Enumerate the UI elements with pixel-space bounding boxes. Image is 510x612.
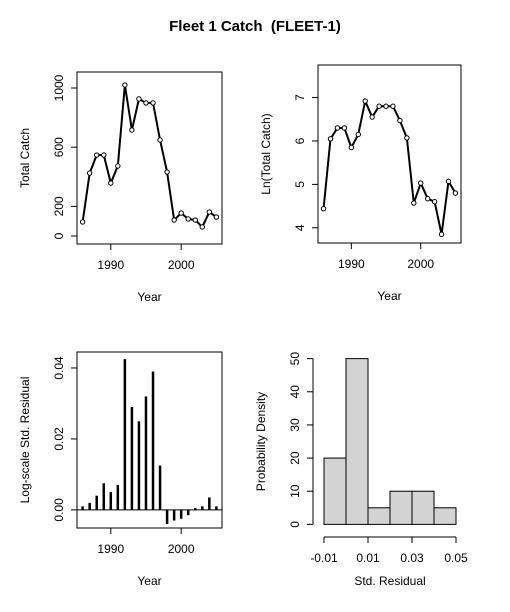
data-point <box>334 125 341 131</box>
y-tick-label: 600 <box>52 137 66 157</box>
data-point <box>397 117 403 124</box>
data-point <box>445 178 452 185</box>
data-point <box>115 163 121 169</box>
y-tick-label: 5 <box>293 181 307 188</box>
x-tick-label: -0.01 <box>310 551 338 565</box>
data-point <box>390 103 396 109</box>
histogram-bar <box>323 457 347 525</box>
data-point <box>199 224 205 230</box>
x-axis-title: Std. Residual <box>354 574 425 588</box>
data-point <box>79 219 86 225</box>
x-axis-title: Year <box>377 289 401 303</box>
histogram-bar <box>389 490 413 525</box>
data-point <box>108 180 114 186</box>
data-point <box>178 210 184 216</box>
y-tick-label: 6 <box>293 137 307 144</box>
x-tick-label: 2000 <box>168 542 195 556</box>
y-tick-label: 50 <box>288 352 302 366</box>
y-tick-label: 40 <box>288 385 302 399</box>
x-tick-label: 0.05 <box>444 551 468 565</box>
histogram-bar <box>345 358 369 525</box>
data-point <box>129 127 135 133</box>
data-point <box>136 96 142 102</box>
x-axis-title: Year <box>137 290 161 304</box>
x-tick-label: 0.03 <box>400 551 424 565</box>
data-point <box>348 144 355 151</box>
data-point <box>362 98 368 104</box>
data-point <box>185 216 191 222</box>
y-tick-label: 30 <box>288 418 302 432</box>
data-point <box>376 103 382 109</box>
x-tick-label: 2000 <box>407 257 434 271</box>
y-tick-label: 20 <box>288 451 302 465</box>
data-point <box>452 190 459 196</box>
data-point <box>143 100 149 106</box>
y-tick-label: 0.02 <box>52 427 66 451</box>
data-point <box>86 170 93 176</box>
data-point <box>424 196 431 202</box>
y-tick-label: 7 <box>293 94 307 101</box>
data-point <box>213 214 220 220</box>
data-point <box>438 231 445 238</box>
data-point <box>383 103 389 109</box>
x-tick-label: 2000 <box>168 258 195 272</box>
y-tick-label: 0 <box>52 232 66 239</box>
data-point <box>320 206 327 212</box>
data-point <box>157 137 163 143</box>
x-axis-title: Year <box>137 574 161 588</box>
data-point <box>341 125 348 131</box>
data-point <box>206 209 213 215</box>
data-point <box>150 100 156 106</box>
data-point <box>404 135 410 141</box>
histogram-bar <box>433 507 457 525</box>
x-tick-label: 1990 <box>97 258 124 272</box>
histogram-bar <box>411 490 435 525</box>
y-tick-label: 0 <box>288 521 302 528</box>
y-axis-title: Total Catch <box>18 128 32 188</box>
data-point <box>101 152 107 158</box>
y-tick-label: 1000 <box>52 74 66 101</box>
data-point <box>418 180 424 186</box>
data-point <box>171 217 177 223</box>
data-point <box>122 82 128 88</box>
y-tick-label: 10 <box>288 484 302 498</box>
data-point <box>369 114 375 120</box>
y-tick-label: 4 <box>293 224 307 231</box>
figure-title: Fleet 1 Catch (FLEET-1) <box>169 18 341 35</box>
x-tick-label: 0.01 <box>356 551 380 565</box>
y-tick-label: 0.00 <box>52 498 66 522</box>
data-point <box>192 217 198 223</box>
y-tick-label: 200 <box>52 196 66 216</box>
y-tick-label: 0.04 <box>52 356 66 380</box>
data-point <box>411 200 417 206</box>
data-point <box>327 136 334 142</box>
data-point <box>94 152 100 158</box>
y-axis-title: Log-scale Std. Residual <box>18 377 32 504</box>
histogram-bar <box>367 507 391 525</box>
x-tick-label: 1990 <box>97 542 124 556</box>
y-axis-title: Probability Density <box>254 392 268 491</box>
data-point <box>355 131 361 138</box>
data-point <box>431 199 438 205</box>
y-axis-title: Ln(Total Catch) <box>259 113 273 194</box>
data-point <box>164 169 170 175</box>
x-tick-label: 1990 <box>338 257 365 271</box>
